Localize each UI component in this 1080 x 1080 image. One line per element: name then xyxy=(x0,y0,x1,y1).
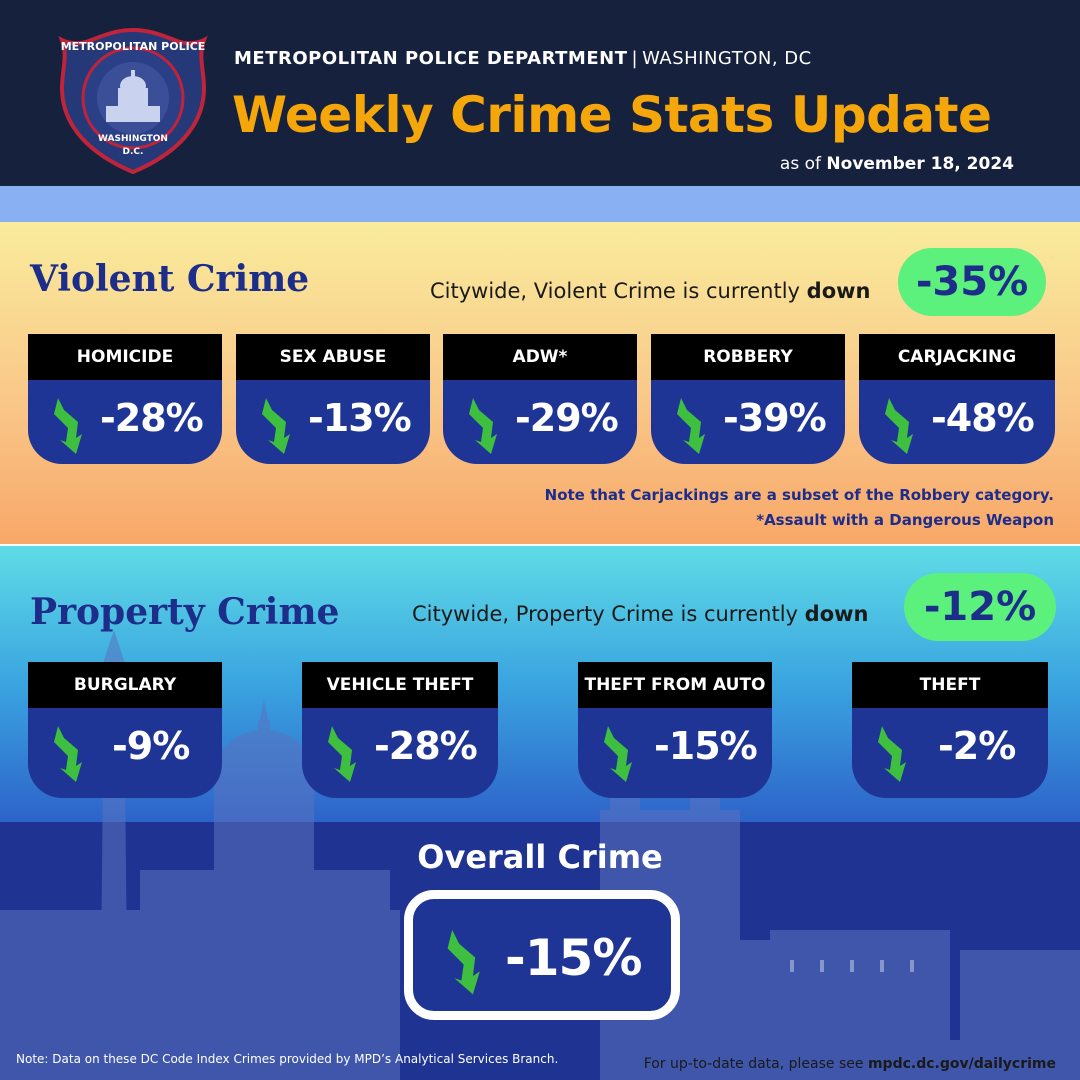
data-source-note: Note: Data on these DC Code Index Crimes… xyxy=(16,1052,559,1066)
as-of-date: as of November 18, 2024 xyxy=(780,154,1014,174)
property-citywide-text: Citywide, Property Crime is currently do… xyxy=(412,602,868,626)
daily-crime-link[interactable]: mpdc.dc.gov/dailycrime xyxy=(867,1056,1056,1072)
trend-down-arrow-icon xyxy=(604,726,632,782)
card-value: -9% xyxy=(112,724,190,768)
violent-citywide-word: down xyxy=(806,279,871,303)
card-value-box: -28% xyxy=(28,380,222,464)
card-value: -2% xyxy=(938,724,1016,768)
card-label: SEX ABUSE xyxy=(236,334,430,380)
divider-strip xyxy=(0,186,1080,222)
card-value: -15% xyxy=(654,724,758,768)
more-data-note: For up-to-date data, please see mpdc.dc.… xyxy=(644,1056,1056,1072)
overall-crime-title: Overall Crime xyxy=(417,838,663,876)
badge-text-dc: D.C. xyxy=(123,147,144,157)
card-value: -29% xyxy=(515,396,619,440)
page-title: Weekly Crime Stats Update xyxy=(232,86,992,144)
badge-text-top: METROPOLITAN POLICE xyxy=(61,40,206,53)
card-theft: THEFT -2% xyxy=(852,662,1048,798)
card-value-box: -48% xyxy=(859,380,1055,464)
trend-down-arrow-icon xyxy=(469,398,497,454)
trend-down-arrow-icon xyxy=(262,398,290,454)
card-label: BURGLARY xyxy=(28,662,222,708)
card-value-box: -2% xyxy=(852,708,1048,798)
card-sex-abuse: SEX ABUSE -13% xyxy=(236,334,430,464)
trend-down-arrow-icon xyxy=(447,929,480,995)
dc-skyline-illustration xyxy=(0,630,1080,1080)
org-separator: | xyxy=(631,48,639,69)
card-vehicle-theft: VEHICLE THEFT -28% xyxy=(302,662,498,798)
as-of-value: November 18, 2024 xyxy=(826,154,1014,174)
card-burglary: BURGLARY -9% xyxy=(28,662,222,798)
card-value-box: -28% xyxy=(302,708,498,798)
card-label: ROBBERY xyxy=(651,334,845,380)
card-label: THEFT xyxy=(852,662,1048,708)
org-city: WASHINGTON, DC xyxy=(642,48,812,69)
violent-change-pill: -35% xyxy=(898,248,1046,316)
card-label: THEFT FROM AUTO xyxy=(578,662,772,708)
trend-down-arrow-icon xyxy=(54,398,82,454)
card-label: HOMICIDE xyxy=(28,334,222,380)
property-change-pill: -12% xyxy=(904,573,1056,641)
property-crime-title: Property Crime xyxy=(30,591,340,633)
badge-text-bottom: WASHINGTON xyxy=(98,134,168,144)
violent-citywide-text: Citywide, Violent Crime is currently dow… xyxy=(430,279,870,303)
card-value: -48% xyxy=(931,396,1035,440)
carjacking-note: Note that Carjackings are a subset of th… xyxy=(544,486,1054,504)
card-value-box: -13% xyxy=(236,380,430,464)
trend-down-arrow-icon xyxy=(885,398,913,454)
overall-crime-box: -15% xyxy=(404,890,680,1020)
card-label: ADW* xyxy=(443,334,637,380)
card-value: -28% xyxy=(374,724,478,768)
trend-down-arrow-icon xyxy=(677,398,705,454)
card-value-box: -29% xyxy=(443,380,637,464)
overall-crime-value: -15% xyxy=(505,929,642,987)
org-line: METROPOLITAN POLICE DEPARTMENT | WASHINGTO… xyxy=(234,48,812,69)
org-name: METROPOLITAN POLICE DEPARTMENT xyxy=(234,48,628,69)
section-divider xyxy=(0,544,1080,546)
card-homicide: HOMICIDE -28% xyxy=(28,334,222,464)
card-label: CARJACKING xyxy=(859,334,1055,380)
card-value: -39% xyxy=(723,396,827,440)
header: METROPOLITAN POLICE WASHINGTON D.C. METR… xyxy=(0,0,1080,186)
card-carjacking: CARJACKING -48% xyxy=(859,334,1055,464)
property-citywide-prefix: Citywide, Property Crime is currently xyxy=(412,602,798,626)
adw-footnote: *Assault with a Dangerous Weapon xyxy=(756,511,1054,529)
card-value-box: -39% xyxy=(651,380,845,464)
trend-down-arrow-icon xyxy=(54,726,82,782)
as-of-prefix: as of xyxy=(779,154,821,174)
more-data-prefix: For up-to-date data, please see xyxy=(643,1056,864,1072)
card-value: -13% xyxy=(308,396,412,440)
trend-down-arrow-icon xyxy=(878,726,906,782)
card-theft-from-auto: THEFT FROM AUTO -15% xyxy=(578,662,772,798)
card-value: -28% xyxy=(100,396,204,440)
card-value-box: -15% xyxy=(578,708,772,798)
card-robbery: ROBBERY -39% xyxy=(651,334,845,464)
card-value-box: -9% xyxy=(28,708,222,798)
trend-down-arrow-icon xyxy=(328,726,356,782)
card-label: VEHICLE THEFT xyxy=(302,662,498,708)
property-citywide-word: down xyxy=(804,602,869,626)
card-adw: ADW* -29% xyxy=(443,334,637,464)
police-badge-icon: METROPOLITAN POLICE WASHINGTON D.C. xyxy=(58,27,208,175)
violent-citywide-prefix: Citywide, Violent Crime is currently xyxy=(430,279,800,303)
violent-crime-title: Violent Crime xyxy=(30,258,310,300)
